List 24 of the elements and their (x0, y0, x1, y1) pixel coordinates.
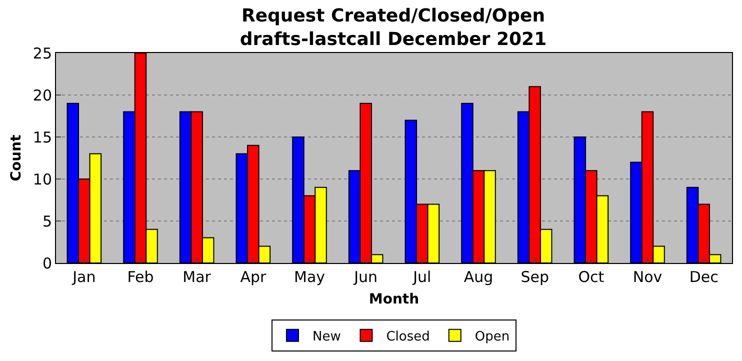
x-axis-title: Month (368, 291, 420, 308)
x-tick-label: Feb (127, 268, 154, 286)
y-tick-label: 0 (42, 254, 52, 272)
y-tick-label: 10 (32, 170, 52, 188)
x-tick-label: Nov (632, 268, 662, 286)
legend-label: New (312, 329, 342, 344)
x-tick-label: Oct (578, 268, 604, 286)
x-tick-label: Mar (182, 268, 212, 286)
chart-title: Request Created/Closed/Open drafts-lastcall December 2021 (240, 6, 547, 50)
x-tick-label: Jan (72, 268, 96, 286)
x-tick-label: Sep (520, 268, 549, 286)
y-tick-label: 20 (32, 86, 52, 104)
x-tick-label: May (294, 268, 326, 286)
x-tick-label: Jul (412, 268, 432, 286)
x-tick-label: Dec (689, 268, 718, 286)
x-tick-label: Jun (353, 268, 378, 286)
legend-label: Open (474, 329, 510, 344)
y-tick-label: 25 (32, 44, 52, 62)
y-axis-title: Count (8, 134, 25, 182)
x-tick-label: Aug (464, 268, 494, 286)
y-tick-label: 5 (42, 212, 52, 230)
y-tick-label: 15 (32, 128, 52, 146)
legend-label: Closed (386, 329, 430, 344)
x-tick-label: Apr (240, 268, 267, 286)
